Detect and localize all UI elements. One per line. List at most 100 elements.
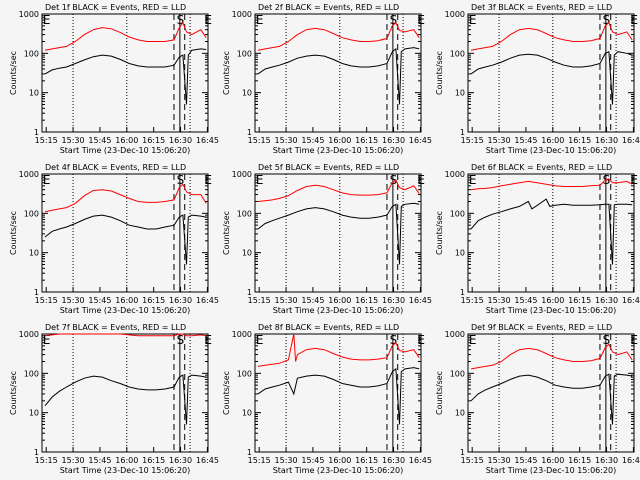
x-tick-label: 16:00	[328, 456, 351, 465]
panel-det-4: Det 4f BLACK = Events, RED = LLD 1 10 100 10…	[9, 163, 219, 315]
y-tick-label: 100	[24, 209, 39, 218]
x-tick-label: 16:45	[622, 136, 640, 145]
y-tick-label: 1000	[232, 170, 252, 179]
x-tick-label: 15:15	[248, 296, 271, 305]
x-tick-label: 15:45	[88, 296, 111, 305]
event-marker-e: E	[469, 173, 477, 187]
x-axis-label: Start Time (23-Dec-10 15:06:20)	[486, 466, 617, 475]
x-tick-label: 15:30	[62, 136, 85, 145]
panel-title: Det 7f BLACK = Events, RED = LLD	[45, 323, 186, 332]
x-tick-label: 16:30	[595, 136, 618, 145]
x-tick-label: 16:00	[115, 136, 138, 145]
y-axis-label: Counts/sec	[9, 51, 18, 95]
series-line-events	[470, 198, 633, 265]
x-tick-label: 15:45	[301, 136, 324, 145]
x-tick-label: 15:45	[514, 136, 537, 145]
series-line-lld	[257, 21, 420, 51]
event-marker-e: E	[630, 333, 638, 347]
y-tick-label: 1000	[445, 10, 465, 19]
panel-title: Det 5f BLACK = Events, RED = LLD	[258, 163, 399, 172]
x-tick-label: 15:15	[461, 136, 484, 145]
panel-det-1: Det 1f BLACK = Events, RED = LLD 1 10 100 10…	[9, 3, 219, 155]
y-tick-label: 1000	[232, 10, 252, 19]
event-marker-s: S	[390, 13, 398, 27]
event-marker-s: S	[603, 13, 611, 27]
y-tick-label: 100	[450, 369, 465, 378]
series-line-events	[257, 367, 420, 425]
y-axis-label: Counts/sec	[435, 211, 444, 255]
x-tick-label: 15:15	[461, 456, 484, 465]
x-axis-label: Start Time (23-Dec-10 15:06:20)	[60, 306, 191, 315]
event-marker-e: E	[43, 13, 51, 27]
y-axis-label: Counts/sec	[222, 51, 231, 95]
y-tick-label: 10	[242, 249, 252, 258]
plot-frame	[41, 173, 209, 293]
x-tick-label: 16:45	[196, 296, 219, 305]
series-line-events	[44, 374, 207, 425]
event-marker-s: S	[177, 333, 185, 347]
y-tick-label: 10	[29, 409, 39, 418]
panel-det-7: Det 7f BLACK = Events, RED = LLD 1 10 100 10…	[9, 323, 219, 475]
panel-title: Det 9f BLACK = Events, RED = LLD	[471, 323, 612, 332]
x-tick-label: 16:30	[169, 136, 192, 145]
series-line-events	[257, 202, 420, 265]
plot-frame	[41, 13, 209, 133]
y-tick-label: 10	[455, 409, 465, 418]
x-tick-label: 16:45	[196, 456, 219, 465]
y-tick-label: 100	[237, 209, 252, 218]
plot-frame	[467, 13, 635, 133]
x-tick-label: 15:30	[275, 296, 298, 305]
panel-title: Det 1f BLACK = Events, RED = LLD	[45, 3, 186, 12]
event-marker-e: E	[469, 333, 477, 347]
series-line-lld	[470, 343, 633, 370]
series-line-lld	[44, 333, 207, 337]
event-marker-e: E	[43, 333, 51, 347]
plot-frame	[41, 333, 209, 453]
event-marker-e: E	[417, 13, 425, 27]
panel-det-8: Det 8f BLACK = Events, RED = LLD 1 10 100 10…	[222, 323, 432, 475]
x-tick-label: 15:45	[301, 296, 324, 305]
y-tick-label: 1000	[19, 330, 39, 339]
series-line-events	[44, 214, 207, 265]
event-marker-e: E	[469, 13, 477, 27]
panel-det-9: Det 9f BLACK = Events, RED = LLD 1 10 100 10…	[435, 323, 640, 475]
y-tick-label: 1	[247, 448, 252, 457]
y-axis-label: Counts/sec	[222, 211, 231, 255]
x-tick-label: 15:15	[248, 456, 271, 465]
y-tick-label: 1	[34, 128, 39, 137]
event-marker-e: E	[417, 173, 425, 187]
x-tick-label: 16:00	[541, 136, 564, 145]
event-marker-s: S	[177, 173, 185, 187]
x-tick-label: 16:00	[115, 296, 138, 305]
event-marker-s: S	[390, 173, 398, 187]
panel-det-3: Det 3f BLACK = Events, RED = LLD 1 10 100 10…	[435, 3, 640, 155]
y-tick-label: 1000	[19, 170, 39, 179]
event-marker-e: E	[256, 13, 264, 27]
plot-frame	[254, 333, 422, 453]
y-tick-label: 100	[237, 369, 252, 378]
event-marker-e: E	[630, 173, 638, 187]
x-tick-label: 15:30	[488, 296, 511, 305]
x-tick-label: 16:30	[169, 296, 192, 305]
x-tick-label: 16:00	[328, 136, 351, 145]
y-tick-label: 1	[34, 448, 39, 457]
panel-title: Det 6f BLACK = Events, RED = LLD	[471, 163, 612, 172]
y-tick-label: 1000	[445, 330, 465, 339]
panel-det-2: Det 2f BLACK = Events, RED = LLD 1 10 100 10…	[222, 3, 432, 155]
x-tick-label: 15:45	[514, 296, 537, 305]
x-tick-label: 16:30	[595, 296, 618, 305]
y-axis-label: Counts/sec	[435, 51, 444, 95]
event-marker-e: E	[256, 173, 264, 187]
x-tick-label: 16:45	[622, 296, 640, 305]
x-tick-label: 16:15	[355, 456, 378, 465]
event-marker-e: E	[204, 333, 212, 347]
x-tick-label: 15:30	[488, 456, 511, 465]
series-line-events	[44, 48, 207, 105]
y-tick-label: 1	[247, 288, 252, 297]
x-tick-label: 16:15	[568, 456, 591, 465]
x-tick-label: 15:30	[488, 136, 511, 145]
x-axis-label: Start Time (23-Dec-10 15:06:20)	[486, 146, 617, 155]
y-tick-label: 1	[460, 288, 465, 297]
x-axis-label: Start Time (23-Dec-10 15:06:20)	[273, 306, 404, 315]
y-tick-label: 1000	[445, 170, 465, 179]
